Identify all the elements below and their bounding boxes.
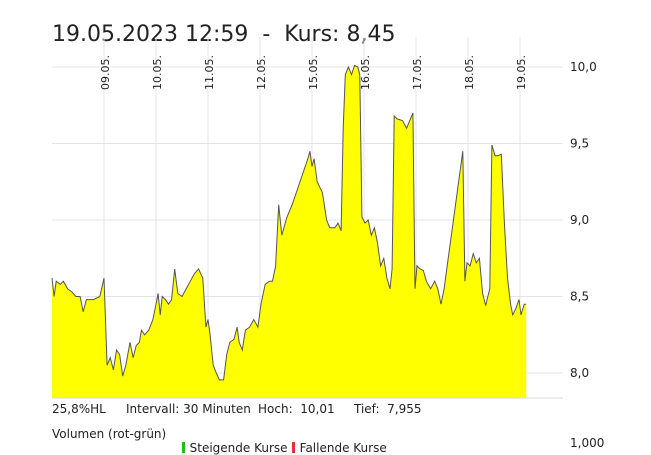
hl-stat: 25,8%HL bbox=[52, 402, 106, 416]
price-area bbox=[52, 65, 527, 398]
x-tick-labels: 09.05. 10.05. 11.05. 12.05. 15.05. 16.05. 17.0… bbox=[99, 55, 528, 90]
x-tick-label: 18.05. bbox=[463, 55, 476, 90]
legend-falling-label: Fallende Kurse bbox=[299, 441, 387, 455]
legend-rising: Steigende Kurse bbox=[174, 427, 288, 455]
y-tick-label: 9,5 bbox=[570, 137, 589, 151]
x-tick-label: 09.05. bbox=[99, 55, 112, 90]
high-stat: Hoch: 10,01 bbox=[258, 402, 335, 416]
legend-falling: Fallende Kurse bbox=[284, 427, 387, 455]
x-tick-label: 10.05. bbox=[151, 55, 164, 90]
falling-color-marker bbox=[291, 442, 295, 453]
x-tick-label: 15.05. bbox=[307, 55, 320, 90]
y-tick-label: 10,0 bbox=[570, 60, 597, 74]
low-stat: Tief: 7,955 bbox=[354, 402, 422, 416]
x-tick-label: 19.05. bbox=[515, 55, 528, 90]
legend-rising-label: Steigende Kurse bbox=[189, 441, 288, 455]
page-title: 19.05.2023 12:59 - Kurs: 8,45 bbox=[52, 22, 396, 47]
y-tick-labels: 8,0 8,5 9,0 9,5 10,0 bbox=[570, 60, 597, 380]
interval-stat: Intervall: 30 Minuten bbox=[126, 402, 251, 416]
x-tick-label: 17.05. bbox=[411, 55, 424, 90]
volume-legend-label: Volumen (rot-grün) bbox=[52, 427, 167, 441]
x-tick-label: 11.05. bbox=[203, 55, 216, 90]
rising-color-marker bbox=[181, 442, 185, 453]
price-line bbox=[51, 64, 527, 381]
y-tick-label: 9,0 bbox=[570, 213, 589, 227]
x-tick-label: 12.05. bbox=[255, 55, 268, 90]
volume-axis-label: 1,000 bbox=[570, 436, 604, 450]
y-tick-label: 8,0 bbox=[570, 366, 589, 380]
x-tick-label: 16.05. bbox=[359, 55, 372, 90]
y-tick-label: 8,5 bbox=[570, 290, 589, 304]
